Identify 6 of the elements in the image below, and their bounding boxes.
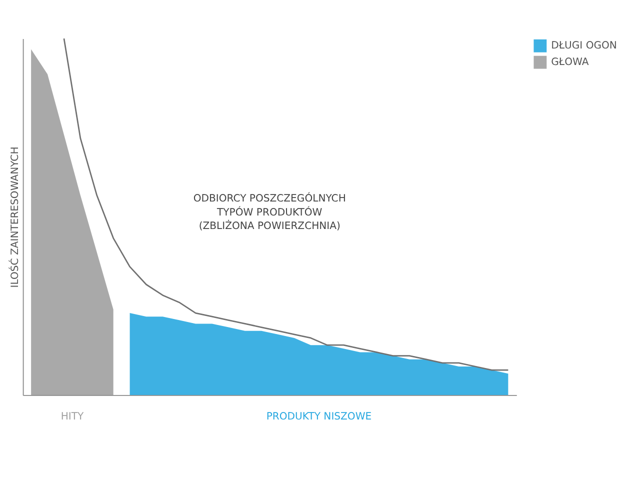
annotation: ODBIORCY POSZCZEGÓLNYCH TYPÓW PRODUKTÓW (ZBLIŻONA POWIERZCHNIA) xyxy=(193,192,346,232)
legend-label: DŁUGI OGON xyxy=(551,40,617,52)
text: PRODUKTY NISZOWE xyxy=(266,412,372,423)
text: HITY xyxy=(60,412,84,423)
y-axis-title: ILOŚĆ ZAINTERESOWANYCH xyxy=(8,146,21,288)
legend-label: GŁOWA xyxy=(551,57,589,68)
